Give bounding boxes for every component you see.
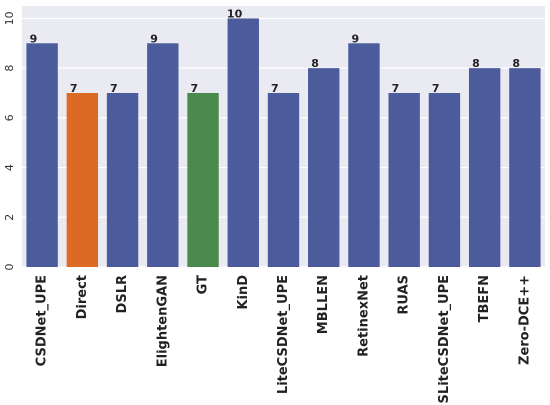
- x-tick-label: RUAS: [397, 275, 412, 315]
- bar-slitecsdnet-upe: [428, 93, 461, 267]
- y-tick-label: 4: [3, 164, 16, 171]
- x-axis-tick-labels: CSDNet_UPE Direct DSLR ElightenGAN GT KinD Lit…: [35, 275, 533, 404]
- x-tick-label: RetinexNet: [356, 275, 371, 357]
- y-axis-tick-labels: 0 2 4 6 8 10: [3, 11, 16, 270]
- data-label: 9: [150, 32, 158, 45]
- bar-mbllen: [308, 68, 340, 268]
- y-tick-label: 6: [3, 114, 16, 121]
- bar-csdnet-upe: [26, 43, 58, 268]
- bar-retinexnet: [348, 43, 380, 268]
- x-tick-label: Direct: [75, 275, 90, 319]
- data-label: 7: [432, 82, 440, 95]
- x-tick-label: MBLLEN: [316, 275, 331, 334]
- data-label: 7: [271, 82, 279, 95]
- x-tick-label: TBEFN: [477, 275, 492, 322]
- x-tick-label: KinD: [236, 275, 251, 310]
- bar-direct: [66, 93, 99, 267]
- y-tick-label: 8: [3, 65, 16, 72]
- bar-ruas: [388, 93, 420, 267]
- x-tick-label: CSDNet_UPE: [35, 275, 50, 366]
- data-label: 8: [311, 57, 319, 70]
- data-label: 9: [30, 32, 38, 45]
- bar-elightengan: [147, 43, 179, 268]
- data-label: 9: [351, 32, 359, 45]
- data-label: 7: [110, 82, 118, 95]
- bars: [26, 18, 541, 268]
- bar-gt: [187, 93, 219, 267]
- y-tick-label: 2: [3, 214, 16, 221]
- bar-dslr: [106, 93, 139, 267]
- y-tick-label: 10: [3, 11, 16, 25]
- bar-kind: [227, 18, 259, 267]
- data-label: 7: [70, 82, 78, 95]
- data-labels: 9 7 7 9 7 10 7 8 9 7 7 8 8: [30, 7, 520, 95]
- data-label: 10: [227, 7, 243, 20]
- data-label: 8: [472, 57, 480, 70]
- data-label: 7: [191, 82, 199, 95]
- bar-tbefn: [468, 68, 501, 268]
- x-tick-label: SLiteCSDNet_UPE: [437, 275, 452, 403]
- x-tick-label: ElightenGAN: [155, 275, 170, 367]
- bar-litecsdnet-upe: [267, 93, 300, 267]
- x-tick-label: GT: [196, 275, 211, 294]
- y-tick-label: 0: [3, 264, 16, 271]
- x-tick-label: Zero-DCE++: [517, 275, 532, 365]
- x-tick-label: DSLR: [115, 275, 130, 313]
- data-label: 7: [392, 82, 400, 95]
- x-tick-label: LiteCSDNet_UPE: [276, 275, 291, 394]
- data-label: 8: [512, 57, 520, 70]
- bar-zero-dce-: [509, 68, 541, 268]
